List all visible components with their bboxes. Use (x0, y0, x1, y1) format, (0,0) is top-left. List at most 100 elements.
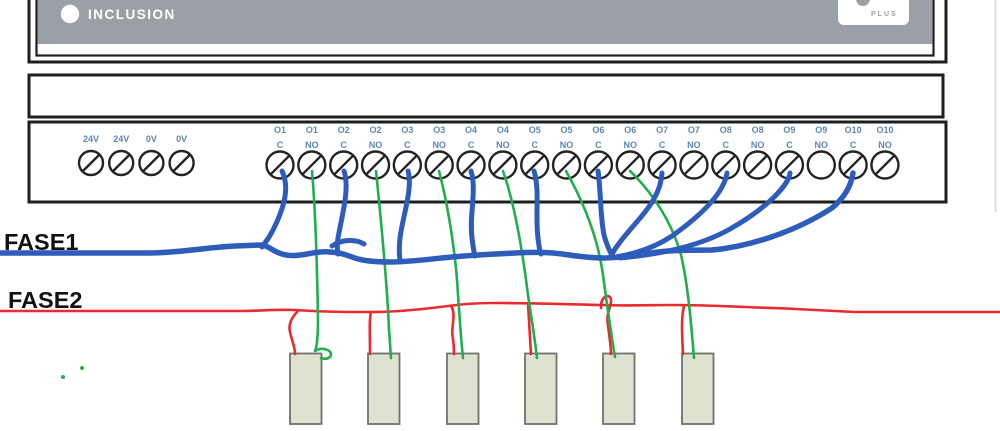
fase1-branch-o4 (468, 168, 478, 259)
output-terminal-id-label: O9 (783, 125, 795, 135)
output-terminal-id-label: O3 (433, 125, 445, 135)
screw-slot-icon (301, 154, 322, 176)
output-terminal-id-label: O5 (561, 125, 573, 135)
screw-slot-icon (652, 154, 673, 176)
power-terminal-label: 24V (83, 134, 99, 144)
output-terminal-id-label: O3 (401, 125, 413, 135)
screw-slot-icon (112, 153, 131, 173)
screw-slot-icon (588, 154, 609, 176)
output-terminal-id-label: O10 (876, 125, 893, 135)
load-box (367, 352, 401, 425)
fase1-branch-o1 (259, 168, 289, 250)
output-terminal-id-label: O10 (845, 125, 862, 135)
screw-slot-icon (81, 153, 101, 173)
output-terminal-block: O1 C O1 NO O2 C O2 NO O3 C O3 NO O4 C O4 NO O5 C O5 NO O6 C O6… (265, 125, 900, 180)
output-terminal-mode-label: NO (560, 140, 574, 150)
output-terminal-mode-label: C (468, 140, 475, 150)
output-terminal-mode-label: NO (496, 140, 510, 150)
load-box (681, 352, 715, 425)
output-terminal-id-label: O2 (370, 125, 382, 135)
screw-slot-icon (365, 154, 386, 176)
output-terminal-id-label: O4 (465, 125, 477, 135)
switched-wire-1 (310, 169, 333, 361)
power-terminal-block: 24V 24V 0V 0V (77, 134, 195, 177)
brand-logo-text: PLUS (871, 11, 898, 18)
output-terminal-mode-label: C (277, 140, 284, 150)
output-terminal-id-label: O7 (656, 125, 668, 135)
brand-logo: PLUS (838, 0, 909, 25)
load-box (602, 352, 636, 425)
screw-slot-icon (172, 153, 191, 173)
screw-slot-icon (620, 154, 641, 176)
loads-group (289, 352, 715, 425)
fase2-drop-wire-1 (288, 309, 300, 356)
screw-slot-icon (397, 154, 418, 176)
switched-wire-6 (628, 169, 696, 360)
screw-slot-icon (843, 154, 864, 176)
screw-slot-icon (461, 154, 482, 176)
fase2-drop-wire-4 (526, 302, 533, 356)
fase1-branch-o5 (531, 168, 544, 257)
fase1-branch-o9 (617, 170, 793, 261)
fase2-bus-wire (0, 301, 1000, 314)
output-terminal-mode-label: C (531, 140, 538, 150)
output-terminal-mode-label: NO (623, 140, 637, 150)
screw-slot-icon (779, 154, 800, 176)
screw-slot-icon (715, 154, 736, 176)
output-terminal-mode-label: C (404, 140, 411, 150)
device-faceplate (37, 0, 933, 44)
screw-slot-icon (492, 154, 513, 176)
screw-slot-icon (142, 153, 161, 173)
output-terminal-id-label: O2 (338, 125, 350, 135)
output-terminal-mode-label: NO (305, 140, 319, 150)
screw-slot-icon (524, 154, 545, 176)
fase1-bus-retrace (329, 238, 367, 249)
fase1-branch-o3 (396, 168, 412, 263)
output-terminal-id-label: O6 (592, 125, 604, 135)
output-terminal-mode-label: NO (687, 140, 701, 150)
screw-slot-icon (429, 154, 450, 176)
switched-wire-5 (564, 169, 617, 359)
load-box (446, 352, 480, 425)
fase1-branch-o8 (613, 170, 730, 260)
screw-slot-icon (747, 154, 768, 176)
fase1-wire-group (0, 168, 856, 265)
fase1-bus-wire (0, 170, 856, 265)
power-terminal-label: 24V (113, 134, 129, 144)
brand-logo-notch-icon (856, 0, 870, 6)
output-terminal-id-label: O5 (529, 125, 541, 135)
fase2-drop-wire-6 (680, 304, 686, 356)
switched-wire-group (310, 169, 696, 361)
switched-wire-3 (437, 169, 465, 360)
output-terminal-mode-label: C (786, 140, 793, 150)
output-terminal-mode-label: C (595, 140, 602, 150)
output-terminal-id-label: O1 (274, 125, 286, 135)
output-terminal-mode-label: C (659, 140, 666, 150)
output-terminal-id-label: O9 (815, 125, 827, 135)
switched-wire-4 (501, 169, 539, 360)
fase2-wire-group (0, 294, 1000, 356)
fase2-drop-wire-2 (368, 310, 373, 356)
relay-module: INCLUSION PLUS 24V 24V 0V 0V O1 C O1 NO O2 C O2 NO… (27, 0, 948, 204)
output-terminal-mode-label: C (850, 140, 857, 150)
fase1-label: FASE1 (4, 229, 78, 255)
fase1-branch-o7 (608, 170, 665, 259)
device-indicator-label: INCLUSION (88, 7, 176, 22)
screw-slot-icon (269, 154, 291, 176)
output-terminal-id-label: O8 (720, 125, 732, 135)
output-terminal-mode-label: NO (432, 140, 446, 150)
device-middle-band (27, 73, 945, 119)
fase2-label: FASE2 (8, 287, 82, 313)
output-terminal-mode-label: NO (815, 140, 829, 150)
power-terminal-label: 0V (176, 134, 187, 144)
output-terminal-mode-label: C (723, 140, 730, 150)
output-terminal-mode-label: NO (751, 140, 765, 150)
load-box (524, 352, 558, 425)
power-terminal-label: 0V (146, 134, 157, 144)
output-terminal-id-label: O7 (688, 125, 700, 135)
fase2-drop-wire-3 (449, 304, 456, 356)
output-terminal-id-label: O6 (624, 125, 636, 135)
load-box (289, 352, 323, 425)
